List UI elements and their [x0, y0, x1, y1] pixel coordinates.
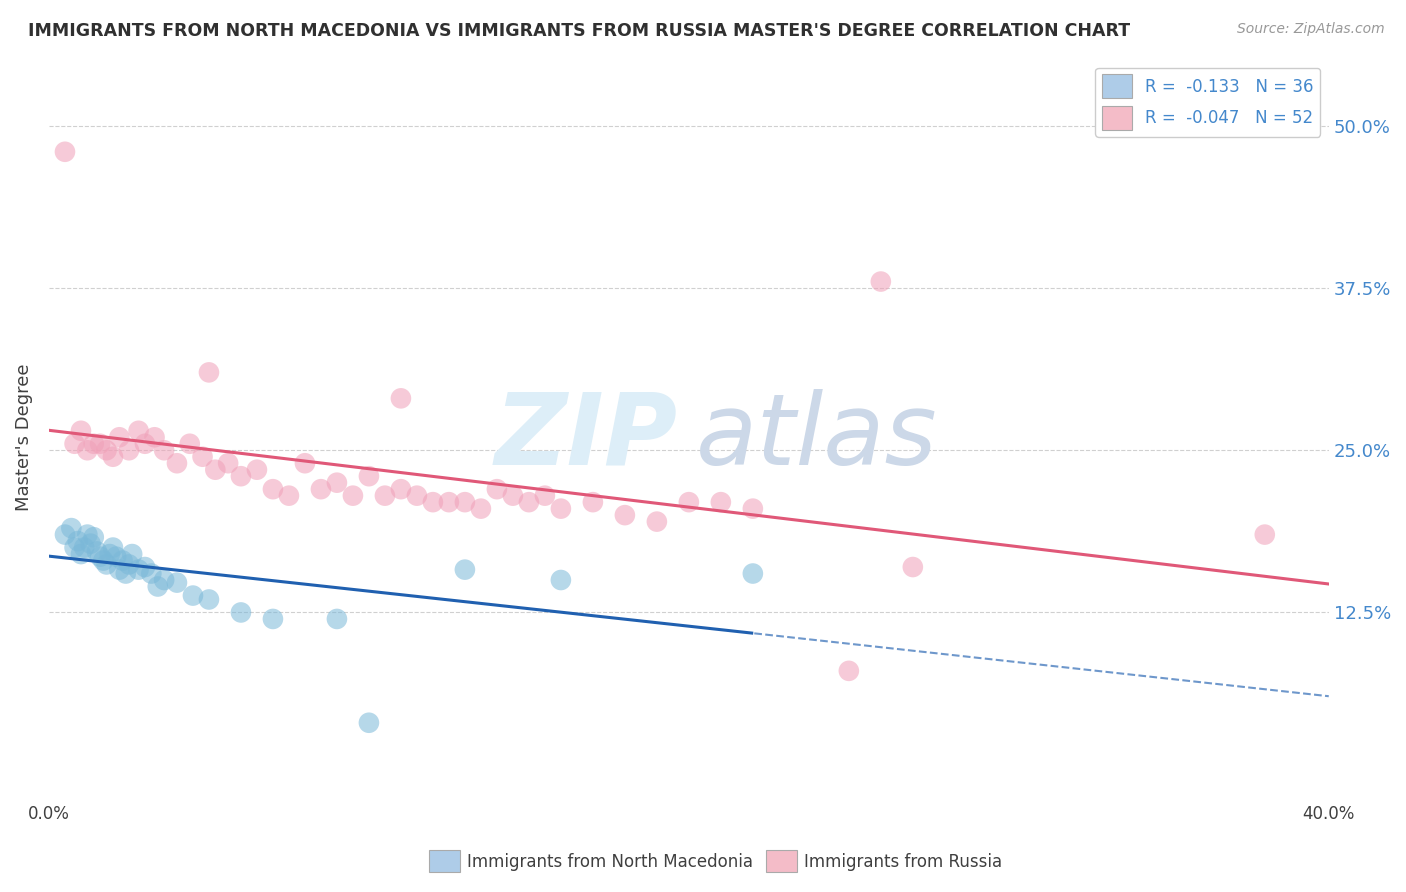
Point — [406, 489, 429, 503]
Point — [470, 501, 492, 516]
Point — [76, 527, 98, 541]
Point — [710, 495, 733, 509]
Point — [179, 436, 201, 450]
Point — [326, 612, 349, 626]
Point — [93, 553, 115, 567]
Text: Source: ZipAtlas.com: Source: ZipAtlas.com — [1237, 22, 1385, 37]
Point — [76, 443, 98, 458]
Point — [128, 563, 150, 577]
Point — [229, 606, 252, 620]
Point — [108, 563, 131, 577]
Point — [134, 560, 156, 574]
Point — [83, 436, 105, 450]
Point — [357, 469, 380, 483]
Text: atlas: atlas — [696, 389, 938, 486]
Point — [111, 553, 134, 567]
Text: ZIP: ZIP — [495, 389, 678, 486]
Point — [83, 530, 105, 544]
Point — [121, 547, 143, 561]
Point — [613, 508, 636, 523]
Point — [389, 392, 412, 406]
Point — [454, 495, 477, 509]
Point — [262, 612, 284, 626]
Point — [357, 715, 380, 730]
Point — [134, 436, 156, 450]
Point — [114, 566, 136, 581]
Point — [166, 575, 188, 590]
Point — [118, 443, 141, 458]
Point — [181, 589, 204, 603]
Legend: R =  -0.133   N = 36, R =  -0.047   N = 52: R = -0.133 N = 36, R = -0.047 N = 52 — [1095, 68, 1320, 136]
Point — [869, 275, 891, 289]
Point — [645, 515, 668, 529]
Point — [204, 463, 226, 477]
Point — [53, 527, 76, 541]
Point — [89, 549, 111, 564]
Point — [309, 482, 332, 496]
Point — [63, 541, 86, 555]
Point — [262, 482, 284, 496]
Point — [153, 443, 176, 458]
Point — [143, 430, 166, 444]
Point — [502, 489, 524, 503]
Point — [246, 463, 269, 477]
Point — [98, 547, 121, 561]
Point — [326, 475, 349, 490]
Point — [89, 436, 111, 450]
Point — [70, 547, 93, 561]
Point — [582, 495, 605, 509]
Point — [550, 573, 572, 587]
Point — [146, 580, 169, 594]
Point — [53, 145, 76, 159]
Point — [838, 664, 860, 678]
Point — [96, 443, 118, 458]
Text: IMMIGRANTS FROM NORTH MACEDONIA VS IMMIGRANTS FROM RUSSIA MASTER'S DEGREE CORREL: IMMIGRANTS FROM NORTH MACEDONIA VS IMMIG… — [28, 22, 1130, 40]
Point — [66, 534, 89, 549]
Point — [741, 501, 763, 516]
Point — [217, 456, 239, 470]
Point — [422, 495, 444, 509]
Point — [105, 549, 128, 564]
Point — [517, 495, 540, 509]
Point — [118, 558, 141, 572]
Point — [153, 573, 176, 587]
Point — [678, 495, 700, 509]
Point — [101, 541, 124, 555]
Point — [191, 450, 214, 464]
Point — [86, 544, 108, 558]
Point — [485, 482, 508, 496]
Point — [389, 482, 412, 496]
Point — [278, 489, 301, 503]
Point — [79, 537, 101, 551]
Point — [342, 489, 364, 503]
Point — [437, 495, 460, 509]
Point — [166, 456, 188, 470]
Point — [73, 541, 96, 555]
Point — [534, 489, 557, 503]
Point — [96, 558, 118, 572]
Text: Immigrants from North Macedonia: Immigrants from North Macedonia — [467, 853, 752, 871]
Point — [374, 489, 396, 503]
Point — [294, 456, 316, 470]
Point — [901, 560, 924, 574]
Point — [101, 450, 124, 464]
Point — [741, 566, 763, 581]
Point — [229, 469, 252, 483]
Point — [198, 365, 221, 379]
Point — [63, 436, 86, 450]
Point — [1254, 527, 1277, 541]
Point — [454, 563, 477, 577]
Point — [70, 424, 93, 438]
Point — [198, 592, 221, 607]
Y-axis label: Master's Degree: Master's Degree — [15, 364, 32, 511]
Point — [550, 501, 572, 516]
Text: Immigrants from Russia: Immigrants from Russia — [804, 853, 1002, 871]
Point — [108, 430, 131, 444]
Point — [141, 566, 163, 581]
Point — [60, 521, 83, 535]
Point — [128, 424, 150, 438]
